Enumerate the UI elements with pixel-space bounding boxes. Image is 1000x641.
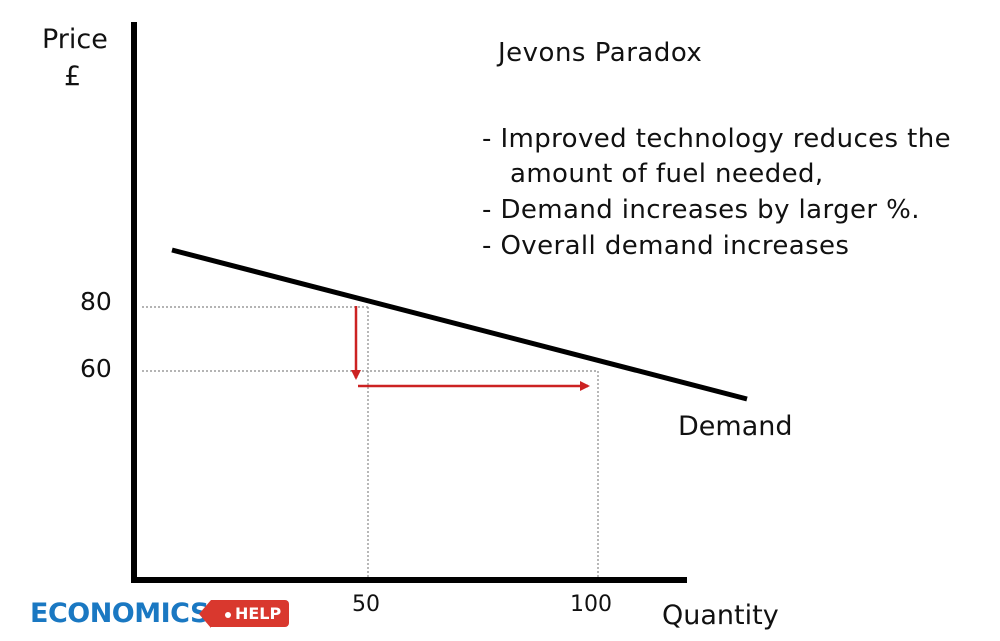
note-line-2: amount of fuel needed, bbox=[510, 159, 824, 189]
demand-curve bbox=[171, 247, 748, 402]
logo-tag: HELP bbox=[198, 600, 290, 628]
logo-text: ECONOMICS bbox=[30, 598, 209, 629]
y-tick-80: 80 bbox=[80, 287, 112, 316]
diagram-title: Jevons Paradox bbox=[498, 38, 703, 68]
x-tick-100: 100 bbox=[570, 592, 612, 617]
note-line-4: - Overall demand increases bbox=[482, 231, 850, 261]
economics-help-logo: ECONOMICS HELP bbox=[30, 598, 290, 629]
logo-tag-text: HELP bbox=[234, 604, 282, 623]
y-axis-label: Price bbox=[42, 24, 108, 55]
note-line-3: - Demand increases by larger %. bbox=[482, 195, 920, 225]
x-tick-50: 50 bbox=[352, 592, 380, 617]
logo-dot-icon bbox=[224, 611, 231, 618]
note-line-1: - Improved technology reduces the bbox=[482, 124, 952, 154]
y-axis-unit: £ bbox=[64, 61, 82, 92]
demand-curve-label: Demand bbox=[678, 411, 793, 442]
y-tick-60: 60 bbox=[80, 354, 112, 383]
x-axis-label: Quantity bbox=[662, 600, 779, 631]
